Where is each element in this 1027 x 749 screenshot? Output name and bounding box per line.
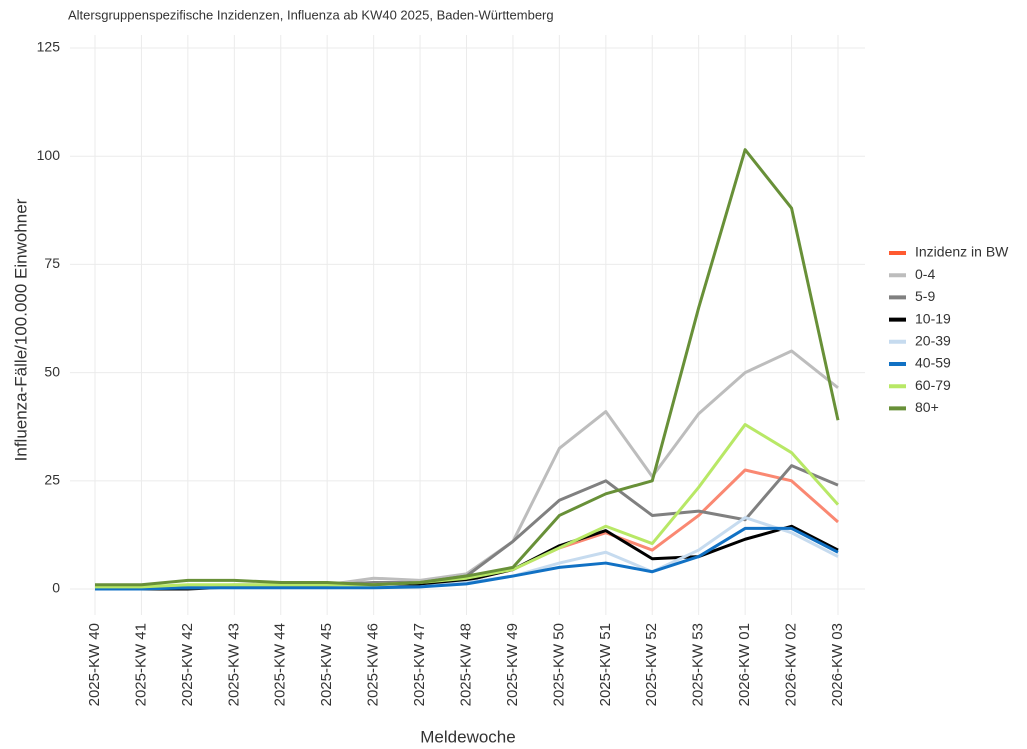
x-tick-label: 2026-KW 01 (736, 623, 753, 706)
x-tick-label: 2025-KW 44 (272, 623, 289, 706)
series-line (95, 148, 840, 587)
x-tick-label: 2025-KW 40 (86, 623, 103, 706)
y-axis-label: Influenza-Fälle/100.000 Einwohner (11, 198, 30, 461)
legend-label: 10-19 (915, 310, 951, 326)
legend-label: 5-9 (915, 288, 935, 304)
legend-label: 20-39 (915, 333, 951, 349)
legend-label: 60-79 (915, 377, 951, 393)
x-tick-label: 2025-KW 52 (643, 623, 660, 706)
series-line (95, 423, 840, 589)
x-tick-label: 2025-KW 53 (690, 623, 707, 706)
x-tick-label: 2026-KW 03 (829, 623, 846, 706)
y-tick-label: 100 (37, 147, 61, 163)
chart-title: Altersgruppenspezifische Inzidenzen, Inf… (68, 7, 554, 22)
x-tick-label: 2025-KW 51 (597, 623, 614, 706)
legend-label: Inzidenz in BW (915, 244, 1009, 260)
x-tick-label: 2025-KW 46 (365, 623, 382, 706)
series-line (95, 526, 839, 591)
y-tick-label: 0 (52, 580, 60, 596)
y-tick-label: 75 (44, 255, 60, 271)
x-tick-label: 2025-KW 42 (179, 623, 196, 706)
x-tick-label: 2025-KW 47 (411, 623, 428, 706)
x-tick-label: 2026-KW 02 (783, 623, 800, 706)
x-tick-label: 2025-KW 49 (504, 623, 521, 706)
legend-label: 40-59 (915, 355, 951, 371)
legend-label: 0-4 (915, 266, 935, 282)
x-tick-label: 2025-KW 43 (225, 623, 242, 706)
x-tick-label: 2025-KW 50 (550, 623, 567, 706)
y-tick-label: 50 (44, 363, 60, 379)
x-tick-label: 2025-KW 45 (318, 623, 335, 706)
x-axis-label: Meldewoche (420, 727, 515, 746)
y-tick-label: 125 (37, 39, 61, 55)
legend-label: 80+ (915, 399, 939, 415)
x-tick-label: 2025-KW 41 (132, 623, 149, 706)
x-tick-label: 2025-KW 48 (457, 623, 474, 706)
y-tick-label: 25 (44, 472, 60, 488)
